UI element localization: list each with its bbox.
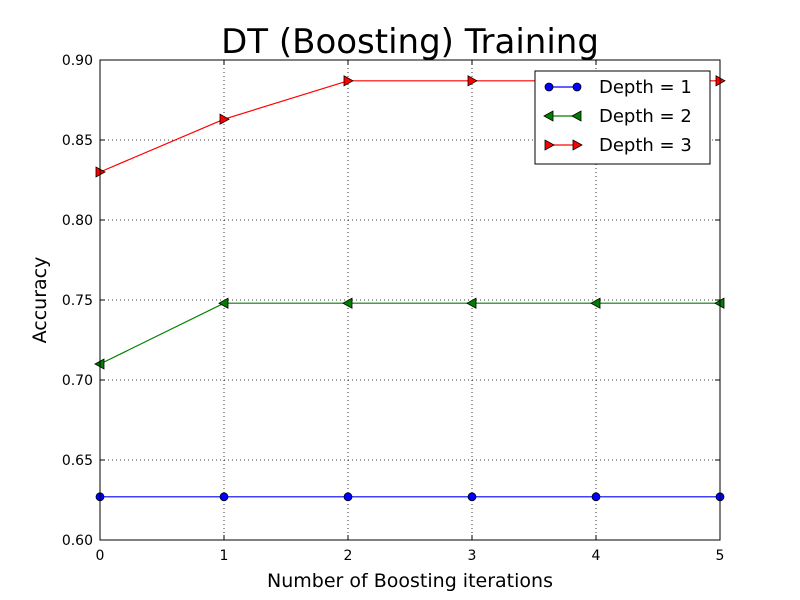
y-axis-title: Accuracy [29, 257, 51, 344]
data-point [466, 297, 477, 309]
legend-label: Depth = 2 [599, 106, 692, 127]
y-tick-label: 0.85 [62, 133, 93, 149]
legend-item: Depth = 1 [544, 77, 692, 98]
legend-marker [572, 82, 582, 92]
axis-ticks: 0 1 2 3 4 5 0.60 0.65 0.70 0.75 0.80 0.85 0.90 [62, 53, 725, 564]
data-point [467, 75, 478, 87]
x-tick-label: 0 [96, 548, 105, 564]
legend: Depth = 1 Depth = 2 Depth = 3 [534, 70, 711, 165]
chart-title: DT (Boosting) Training [221, 22, 599, 62]
data-point [342, 297, 353, 309]
data-point [219, 492, 229, 502]
legend-marker [544, 139, 555, 151]
y-tick-label: 0.65 [62, 453, 93, 469]
data-point [467, 492, 477, 502]
legend-marker [572, 139, 583, 151]
series-depth-2 [94, 297, 725, 370]
y-tick-label: 0.80 [62, 213, 93, 229]
x-tick-label: 2 [344, 548, 353, 564]
x-axis-title: Number of Boosting iterations [267, 570, 553, 592]
legend-label: Depth = 3 [599, 135, 692, 156]
series-line [99, 302, 720, 365]
y-tick-label: 0.70 [62, 373, 93, 389]
data-point [590, 297, 601, 309]
legend-marker [544, 82, 554, 92]
legend-item: Depth = 2 [543, 106, 692, 127]
data-point [343, 75, 354, 87]
legend-marker [571, 110, 582, 122]
legend-item: Depth = 3 [544, 135, 692, 156]
data-point [343, 492, 353, 502]
y-tick-label: 0.90 [62, 53, 93, 69]
data-point [591, 492, 601, 502]
x-tick-label: 4 [592, 548, 601, 564]
data-point [219, 113, 230, 125]
y-tick-label: 0.75 [62, 293, 93, 309]
legend-label: Depth = 1 [599, 77, 692, 98]
x-tick-label: 3 [468, 548, 477, 564]
series-depth-1 [95, 492, 725, 502]
data-point [218, 297, 229, 309]
y-tick-label: 0.60 [62, 533, 93, 549]
legend-marker [543, 110, 554, 122]
x-tick-label: 1 [220, 548, 229, 564]
x-tick-label: 5 [716, 548, 725, 564]
